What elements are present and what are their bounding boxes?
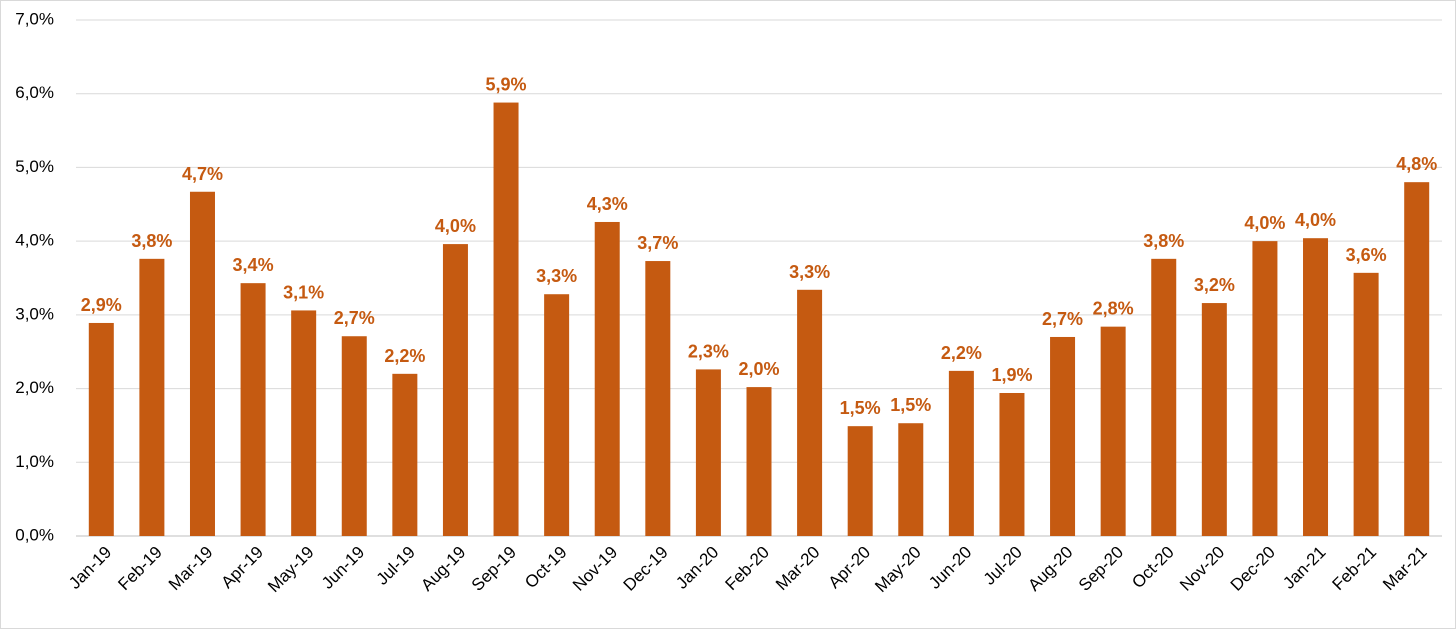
value-label: 3,1% [283,282,324,302]
bar [88,322,114,536]
bar [442,244,468,536]
bar [493,102,519,536]
value-label: 2,9% [81,295,122,315]
value-label: 2,2% [941,343,982,363]
bar [948,370,974,536]
value-label: 5,9% [486,75,527,95]
bar [139,258,165,536]
bar [240,283,266,536]
value-label: 4,0% [1244,213,1285,233]
bar [1353,272,1379,536]
value-label: 3,2% [1194,275,1235,295]
y-tick-label: 7,0% [15,9,54,28]
bar [797,289,823,536]
bar [1201,303,1227,536]
value-label: 3,6% [1346,245,1387,265]
bar [291,310,317,536]
value-label: 2,8% [1093,299,1134,319]
value-label: 2,2% [384,346,425,366]
value-label: 3,3% [536,266,577,286]
y-tick-label: 3,0% [15,304,54,323]
value-label: 4,8% [1396,154,1437,174]
value-label: 2,7% [1042,309,1083,329]
bar [1100,326,1126,536]
bar [695,369,721,536]
bar [189,191,215,537]
bar [1050,336,1076,536]
bar [999,392,1025,536]
y-tick-label: 2,0% [15,378,54,397]
value-label: 3,3% [789,262,830,282]
y-tick-label: 1,0% [15,452,54,471]
value-label: 4,0% [435,216,476,236]
bar [544,294,570,536]
value-label: 3,8% [131,231,172,251]
bar [898,423,924,536]
value-label: 2,3% [688,341,729,361]
bar [1404,182,1430,536]
y-tick-label: 5,0% [15,157,54,176]
y-tick-label: 4,0% [15,231,54,250]
value-label: 1,5% [840,398,881,418]
bar [847,426,873,536]
y-tick-label: 6,0% [15,83,54,102]
value-label: 1,9% [991,365,1032,385]
value-label: 3,8% [1143,231,1184,251]
bar [645,261,671,536]
value-label: 2,7% [334,308,375,328]
value-label: 4,0% [1295,210,1336,230]
bar [1252,241,1278,536]
value-label: 4,7% [182,164,223,184]
value-label: 3,4% [233,255,274,275]
bar [594,221,620,536]
bar [341,336,367,536]
value-label: 1,5% [890,395,931,415]
y-tick-label: 0,0% [15,525,54,544]
bar [392,373,418,536]
value-label: 2,0% [738,359,779,379]
value-label: 4,3% [587,194,628,214]
bar [746,387,772,536]
value-label: 3,7% [637,233,678,253]
bar [1151,258,1177,536]
bar [1303,238,1329,537]
